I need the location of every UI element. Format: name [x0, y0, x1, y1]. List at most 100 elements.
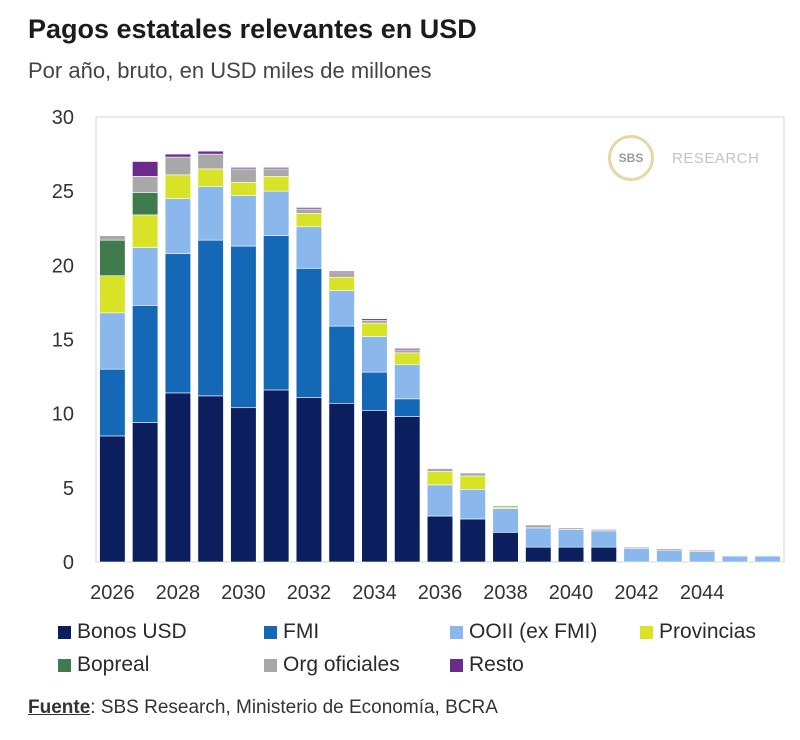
x-tick-label: 2038 [483, 582, 528, 604]
legend-swatch [264, 625, 277, 639]
bar-segment [426, 468, 454, 472]
bar-segment [328, 272, 355, 278]
legend-label: Provincias [659, 620, 756, 643]
legend-label: OOII (ex FMI) [469, 620, 598, 643]
sbs-watermark: SBS RESEARCH [608, 135, 759, 181]
legend-swatch [450, 625, 463, 639]
bar-segment [197, 153, 224, 170]
bar-segment [361, 318, 388, 321]
bar-segment [459, 475, 486, 490]
sbs-logo-icon: SBS [608, 135, 654, 181]
x-tick-label: 2034 [352, 582, 397, 604]
bar-segment [361, 410, 388, 563]
legend-label: FMI [283, 620, 320, 643]
bar-segment [328, 290, 355, 327]
x-tick-label: 2030 [221, 582, 266, 604]
bar-segment [426, 515, 454, 563]
bar-segment [132, 305, 159, 423]
bar-segment [361, 336, 388, 373]
bar-segment [197, 239, 224, 397]
bar-segment [132, 422, 159, 563]
y-tick-label: 0 [63, 552, 74, 574]
bar-segment [99, 435, 126, 563]
bar-segment [99, 239, 126, 277]
bar-segment [263, 167, 290, 170]
legend-swatch [264, 658, 277, 672]
bar-segment [263, 389, 290, 563]
bar-segment [557, 529, 585, 548]
source-text: : SBS Research, Ministerio de Economía, … [90, 697, 498, 718]
bar-segment [164, 253, 191, 394]
legend-label: Resto [469, 653, 524, 676]
bar-segment [459, 489, 486, 520]
bar-segment [295, 267, 323, 398]
bar-segment [394, 398, 421, 417]
bar-segment [230, 245, 257, 409]
bar-segment [557, 527, 585, 530]
bar-segment [230, 181, 257, 196]
bar-segment [328, 402, 355, 563]
bar-segment [295, 207, 323, 210]
bar-segment [295, 397, 323, 563]
x-tick-label: 2028 [156, 582, 201, 604]
bar-segment [197, 150, 224, 155]
bar-segment [263, 168, 290, 177]
bar-segment [164, 174, 191, 199]
legend-label: Bonos USD [77, 620, 187, 643]
x-tick-label: 2042 [614, 582, 659, 604]
bar-chart: 0 5 10 15 20 25 30 2026 2028 2030 2032 2034 2036 2038… [52, 107, 785, 604]
legend-swatch [58, 625, 71, 639]
bar-segment [295, 213, 323, 228]
bar-segment [197, 168, 224, 188]
bar-segment [230, 167, 257, 170]
chart-title: Pagos estatales relevantes en USD [28, 14, 477, 44]
bar-segment [492, 505, 519, 508]
bar-segment [459, 472, 486, 477]
bar-segment [197, 395, 224, 563]
bar-segment [132, 247, 159, 306]
y-tick-label: 10 [52, 404, 74, 426]
bar-segment [99, 368, 126, 437]
bar-segment [525, 546, 552, 563]
bar-segment [230, 195, 257, 247]
bar-segment [99, 235, 126, 241]
bar-segment [623, 546, 650, 549]
bar-segment [164, 392, 191, 563]
bar-segment [590, 546, 617, 563]
bar-segment [656, 549, 683, 563]
y-tick-label: 25 [52, 181, 74, 203]
bar-segment [230, 407, 257, 563]
x-tick-label: 2040 [549, 582, 594, 604]
bar-segment [394, 364, 421, 400]
bar-segment [557, 546, 585, 563]
legend-label: Bopreal [77, 653, 150, 676]
bar-segment [263, 176, 290, 192]
bar-segment [721, 555, 748, 563]
bar-segment [394, 348, 421, 351]
legend-swatch [640, 625, 653, 639]
bar-segment [656, 548, 683, 551]
legend-item: Bonos USD [58, 620, 187, 644]
bar-segment [590, 529, 617, 532]
bar-segment [164, 156, 191, 176]
x-tick-label: 2026 [90, 582, 135, 604]
legend-swatch [58, 658, 71, 672]
legend-label: Org oficiales [283, 653, 400, 676]
legend-item: FMI [264, 620, 319, 644]
bar-segment [99, 312, 126, 370]
y-tick-label: 5 [63, 478, 74, 500]
bar-segment [394, 352, 421, 366]
bar-segment [328, 270, 355, 274]
bar-segment [459, 518, 486, 563]
bar-segment [590, 530, 617, 548]
bar-segment [689, 549, 716, 552]
bar-segment [132, 214, 159, 248]
legend-item: Provincias [640, 620, 756, 644]
legend-item: OOII (ex FMI) [450, 620, 597, 644]
legend-swatch [450, 658, 463, 672]
bar-segment [426, 471, 454, 486]
watermark-text: RESEARCH [672, 149, 760, 167]
bar-segment [295, 226, 323, 269]
source-note: Fuente: SBS Research, Ministerio de Econ… [28, 697, 498, 719]
bar-segment [361, 319, 388, 324]
